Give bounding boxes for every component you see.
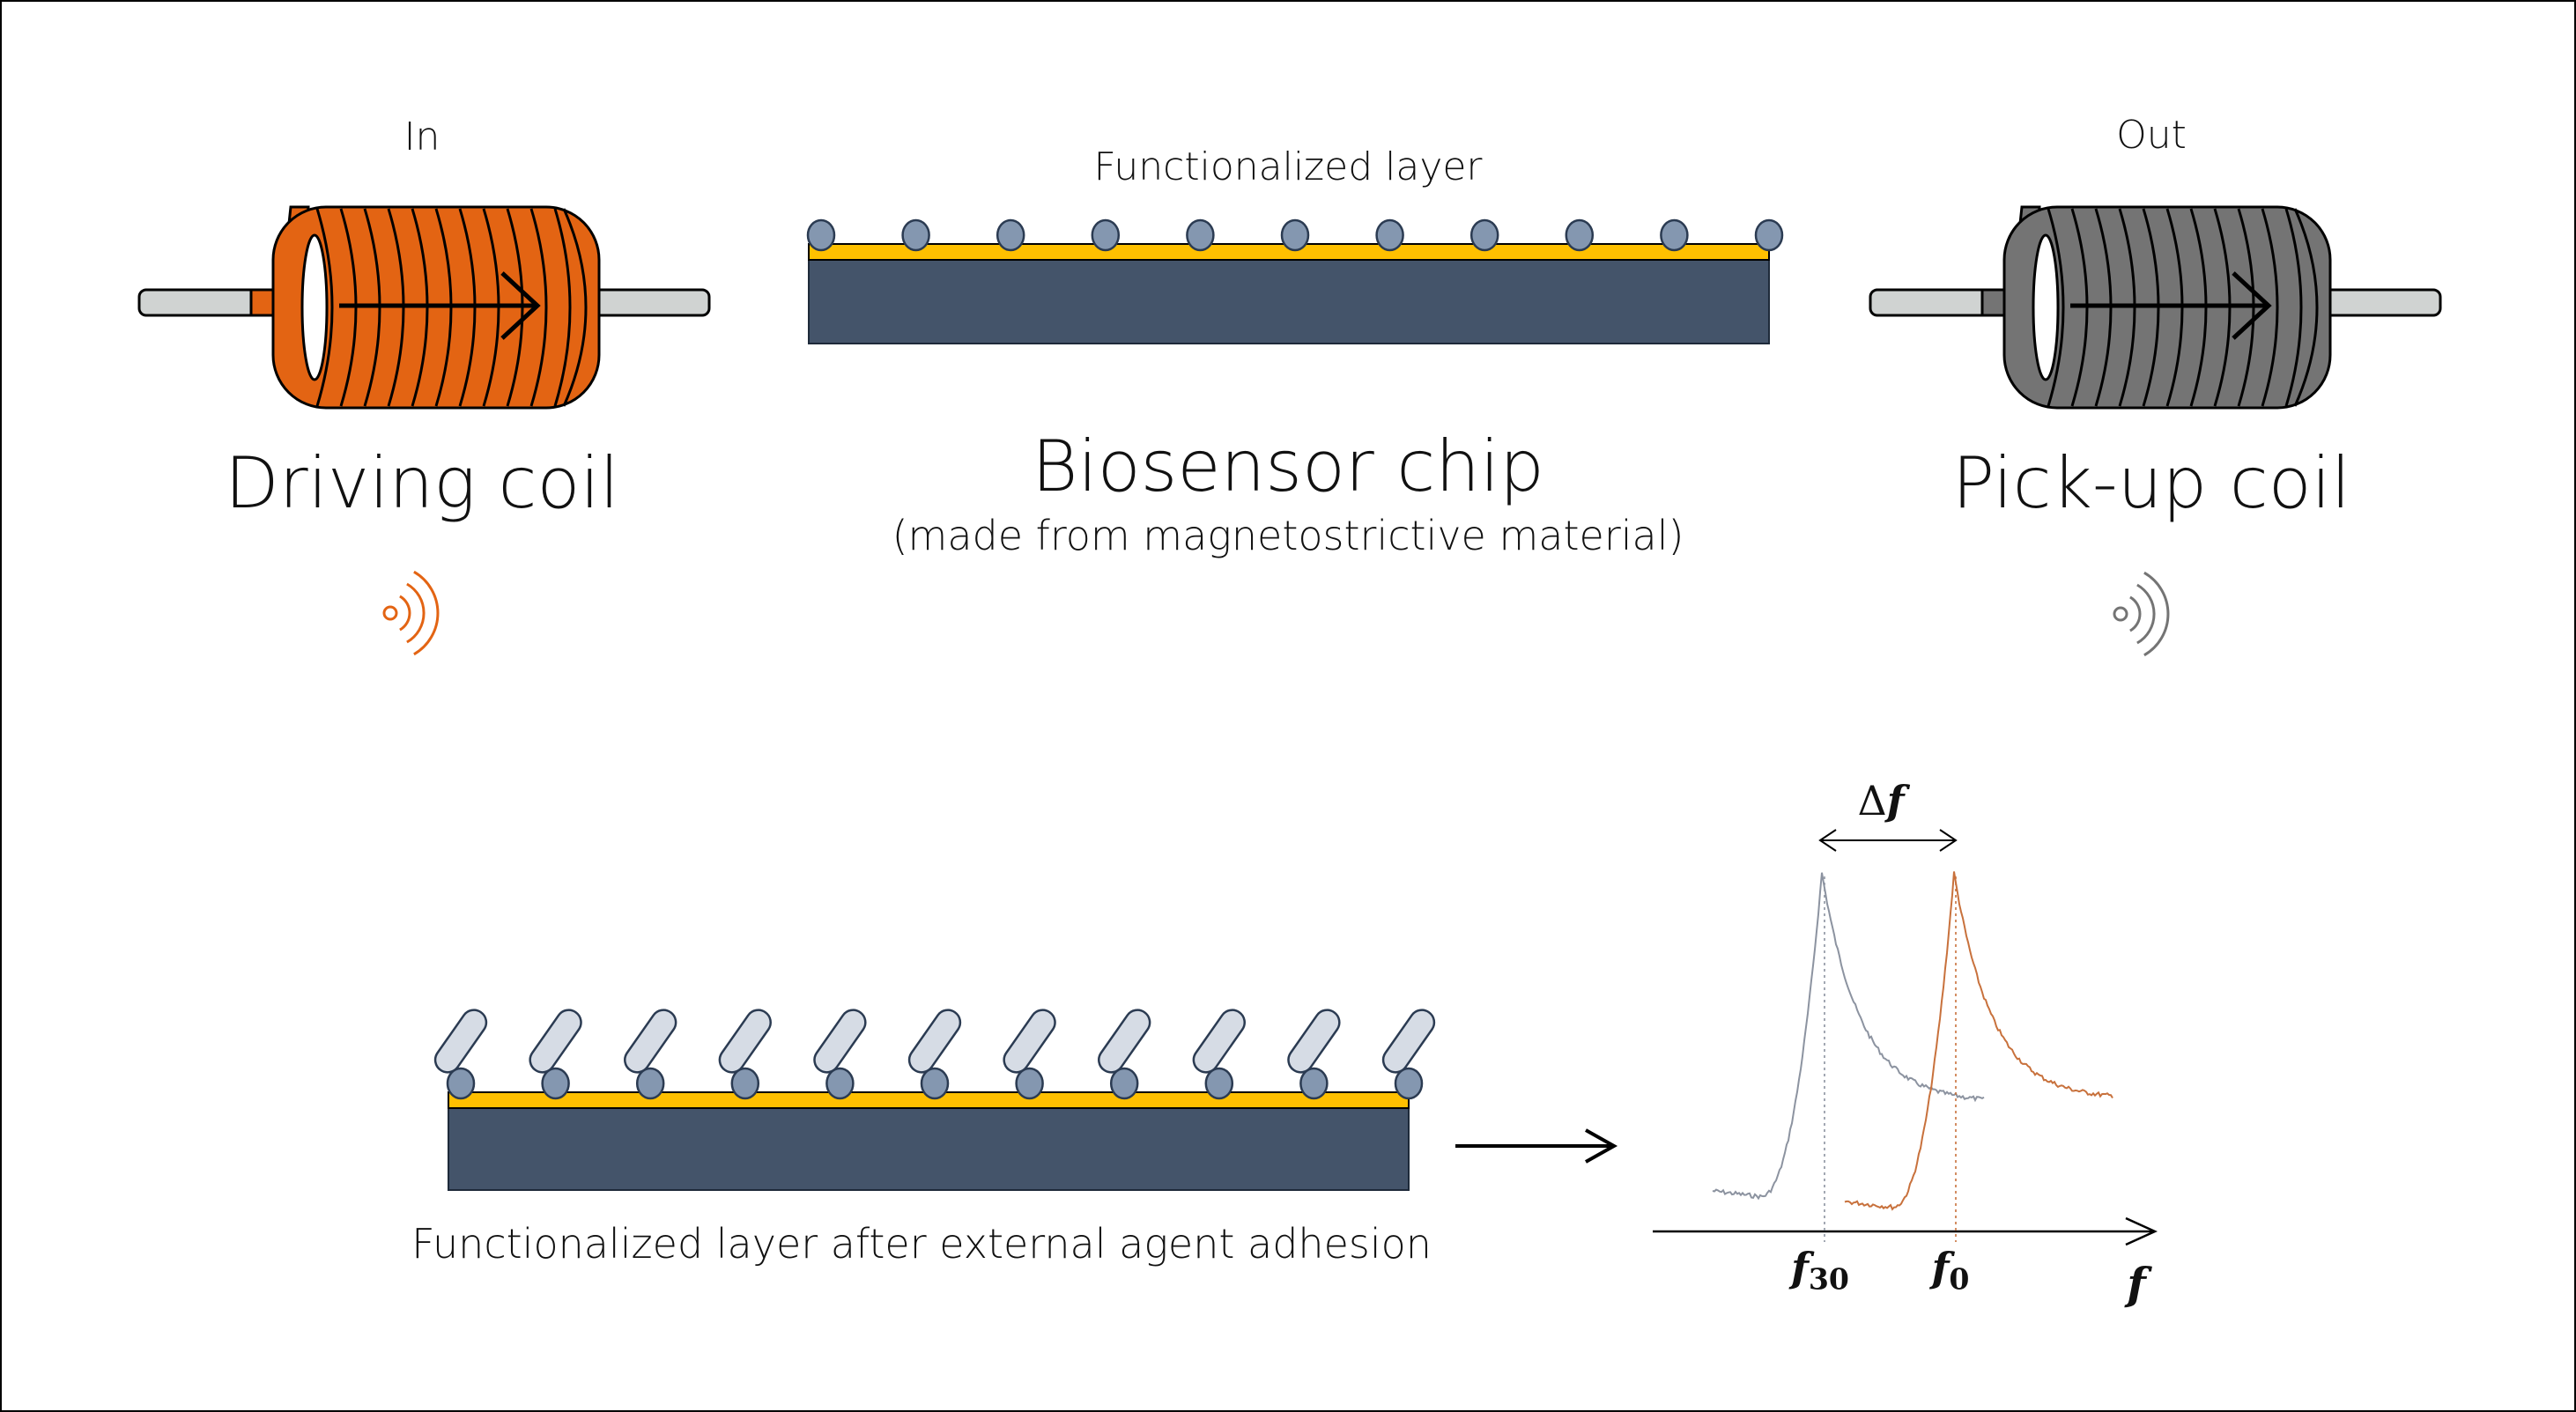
coil-winding <box>2261 208 2279 407</box>
driving-coil <box>137 205 711 410</box>
receptor-bead <box>446 1067 476 1100</box>
receptor-bead <box>806 218 836 252</box>
receptor-bead <box>1375 218 1404 252</box>
delta-f-label: Δf <box>1857 777 1905 824</box>
f0-peak <box>1844 871 2113 1211</box>
signal-wave <box>413 570 440 656</box>
receptor-bead <box>1394 1067 1424 1100</box>
signal-wave <box>406 582 426 644</box>
external-agent <box>718 1009 772 1074</box>
receptor-bead <box>1015 1067 1044 1100</box>
receptor-bead <box>1186 218 1215 252</box>
receptor-bead <box>1469 218 1499 252</box>
pickup-coil-title: Pick-up coil <box>1951 442 2351 524</box>
coil-core <box>300 233 329 381</box>
external-agent <box>907 1009 962 1074</box>
coil-winding <box>562 208 588 407</box>
external-agent <box>433 1009 488 1074</box>
coil-core <box>2032 233 2060 381</box>
functionalized-layer-label: Functionalized layer <box>1093 144 1483 189</box>
receptor-bead <box>996 218 1025 252</box>
receptor-bead <box>1091 218 1121 252</box>
external-agent <box>1192 1009 1246 1074</box>
f30-label: f30 <box>1791 1244 1849 1297</box>
coil-winding <box>2284 208 2303 407</box>
coil-winding <box>2047 208 2065 407</box>
external-agent <box>1381 1009 1436 1074</box>
receptor-bead <box>1754 218 1784 252</box>
chip-substrate <box>448 1107 1410 1191</box>
external-agent <box>1098 1009 1151 1074</box>
f0-label: f0 <box>1931 1244 1970 1297</box>
external-agent <box>624 1009 677 1074</box>
coil-rod-right <box>2315 288 2442 317</box>
signal-wave <box>2129 595 2142 632</box>
field-arrowhead <box>500 271 541 340</box>
f-axis-label: f <box>2127 1258 2146 1310</box>
coil-winding <box>315 208 334 407</box>
coil-rod-left <box>137 288 260 317</box>
pickup-coil <box>1869 205 2442 410</box>
external-agent <box>529 1009 582 1074</box>
frequency-axis-arrowhead <box>2125 1216 2158 1246</box>
external-agent <box>813 1009 867 1074</box>
process-arrow <box>1455 1128 1618 1164</box>
receptor-bead <box>1660 218 1689 252</box>
receptor-bead <box>920 1067 950 1100</box>
receptor-bead <box>1204 1067 1234 1100</box>
biosensor-chip-title: Biosensor chip <box>1032 425 1544 507</box>
receptor-bead <box>541 1067 570 1100</box>
receptor-bead <box>1299 1067 1329 1100</box>
receptor-bead <box>1280 218 1310 252</box>
receptor-bead <box>1109 1067 1139 1100</box>
coil-winding <box>529 208 548 407</box>
signal-source <box>2113 606 2128 622</box>
receptor-bead <box>825 1067 855 1100</box>
signal-source <box>382 605 398 621</box>
chip-substrate <box>808 259 1770 344</box>
f30-peak <box>1712 872 1985 1201</box>
receptor-bead <box>901 218 930 252</box>
input-label: In <box>403 115 440 159</box>
signal-wave <box>2143 571 2170 657</box>
wireless-signal-icon <box>2113 571 2170 657</box>
coil-rod-left <box>1869 288 1991 317</box>
external-agent <box>1003 1009 1056 1074</box>
biosensor-chip-after-adhesion <box>433 1009 1436 1191</box>
frequency-spectrum-plot <box>1653 829 2158 1246</box>
delta-f-arrowhead-right <box>1939 829 1958 852</box>
biosensor-chip <box>806 218 1784 344</box>
coil-winding <box>2293 208 2319 407</box>
receptor-bead <box>635 1067 665 1100</box>
coil-winding <box>553 208 572 407</box>
signal-wave <box>399 595 411 632</box>
receptor-bead <box>730 1067 760 1100</box>
receptor-bead <box>1565 218 1595 252</box>
coil-rod-right <box>584 288 711 317</box>
output-label: Out <box>2116 113 2187 158</box>
field-arrowhead <box>2232 271 2272 340</box>
external-agent <box>1287 1009 1341 1074</box>
delta-f-arrowhead-left <box>1818 829 1837 852</box>
signal-wave <box>2136 583 2156 645</box>
biosensor-chip-subtitle: (made from magnetostrictive material) <box>892 512 1684 559</box>
driving-coil-title: Driving coil <box>225 442 619 524</box>
adhesion-caption: Functionalized layer after external agen… <box>411 1220 1432 1268</box>
wireless-signal-icon <box>382 570 440 656</box>
